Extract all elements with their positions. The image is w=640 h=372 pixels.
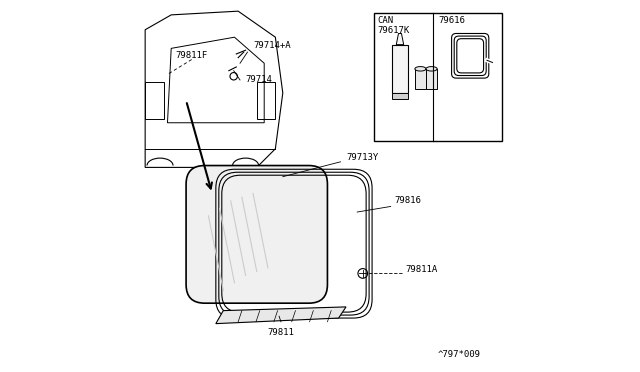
Bar <box>145 82 164 119</box>
Text: 79811A: 79811A <box>406 264 438 273</box>
Text: 79714: 79714 <box>246 75 273 84</box>
FancyBboxPatch shape <box>186 166 328 303</box>
Polygon shape <box>216 307 346 324</box>
Text: ^797*009: ^797*009 <box>438 350 481 359</box>
Text: 79811: 79811 <box>268 328 294 337</box>
Text: 79616: 79616 <box>438 16 465 25</box>
Bar <box>415 69 426 89</box>
Text: 79617K: 79617K <box>378 26 410 35</box>
Text: 79811F: 79811F <box>175 51 208 60</box>
Polygon shape <box>396 33 404 45</box>
Bar <box>426 69 437 89</box>
Text: 79714+A: 79714+A <box>253 41 291 50</box>
Bar <box>392 93 408 99</box>
Bar <box>257 82 275 119</box>
Ellipse shape <box>415 67 426 71</box>
Ellipse shape <box>426 67 437 71</box>
Text: CAN: CAN <box>378 16 394 25</box>
Bar <box>392 45 408 93</box>
Text: 79816: 79816 <box>394 196 421 205</box>
Text: 79713Y: 79713Y <box>346 153 378 162</box>
Bar <box>374 13 502 141</box>
